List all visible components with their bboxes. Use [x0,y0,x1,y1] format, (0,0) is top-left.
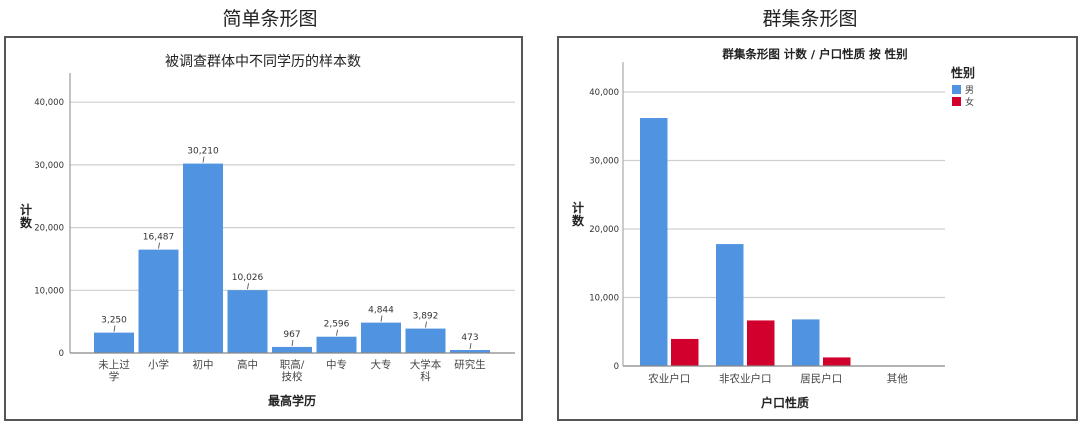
x-tick-label: 大专 [371,358,392,371]
value-label: 16,487 [143,233,175,243]
value-label: 3,892 [413,312,439,322]
bar-female[interactable] [747,320,775,366]
y-tick-label: 30,000 [589,157,619,167]
y-tick-label: 20,000 [589,225,619,235]
x-tick-label: 非农业户口 [719,372,772,385]
x-tick-label: 小学 [148,358,169,371]
bar-female[interactable] [823,357,851,366]
bar-male[interactable] [716,244,744,366]
x-tick-label: 大学本 [410,358,442,371]
value-label: 473 [461,333,478,343]
y-tick-label: 10,000 [34,286,64,296]
bar-male[interactable] [792,319,820,366]
value-leader [158,242,160,249]
x-tick-label: 技校 [282,370,303,383]
bar[interactable] [316,336,357,353]
value-leader [202,156,205,163]
value-leader [336,329,338,336]
x-tick-label: 职高/ [280,358,305,371]
bar[interactable] [227,290,268,353]
value-leader [380,315,383,322]
value-label: 3,250 [101,316,127,326]
clustered-bar-caption: 群集条形图 [762,8,858,30]
bar-male[interactable] [640,118,668,366]
x-tick-label: 研究生 [454,358,486,371]
x-tick-label: 初中 [193,358,214,371]
x-tick-label: 学 [109,370,120,383]
value-leader [425,321,427,328]
y-tick-label: 30,000 [34,161,64,171]
x-axis-label: 最高学历 [268,393,316,408]
bar-female[interactable] [671,338,699,366]
x-axis-label: 户口性质 [761,395,809,410]
bar[interactable] [183,163,223,353]
y-tick-label: 20,000 [34,224,64,234]
x-tick-label: 农业户口 [648,372,690,385]
value-leader [291,339,294,347]
value-label: 30,210 [187,147,219,157]
value-leader [113,325,116,332]
simple-bar-chart: 被调查群体中不同学历的样本数 0 10,000 20,000 30,000 40,000 计… [20,54,515,408]
clustered-bar-chart-frame: 群集条形图 计数 / 户口性质 按 性别 0 10,000 20,000 30,000 4… [557,36,1078,421]
value-label: 10,026 [232,273,264,283]
value-label: 4,844 [368,306,394,316]
bar[interactable] [94,332,134,353]
value-label: 2,596 [324,320,350,330]
y-tick-label: 0 [59,349,64,359]
x-tick-label: 其他 [887,372,908,385]
x-tick-label: 中专 [326,358,347,371]
chart-title: 被调查群体中不同学历的样本数 [165,54,361,70]
legend-swatch [952,85,961,94]
value-leader [469,342,472,350]
simple-bar-chart-frame: 被调查群体中不同学历的样本数 0 10,000 20,000 30,000 40,000 计… [4,36,523,421]
clustered-bar-chart: 群集条形图 计数 / 户口性质 按 性别 0 10,000 20,000 30,000 4… [572,47,975,410]
x-tick-label: 高中 [237,358,258,371]
y-tick-label: 10,000 [589,294,619,304]
legend-item-label[interactable]: 男 [965,85,974,96]
chart-title: 群集条形图 计数 / 户口性质 按 性别 [721,47,907,61]
value-leader [247,283,249,290]
bar[interactable] [272,346,312,353]
bar[interactable] [405,328,446,353]
bar[interactable] [361,322,401,353]
legend-title: 性别 [950,65,975,80]
bar[interactable] [138,249,179,353]
legend-swatch [952,97,961,106]
y-axis-label: 计数 [572,200,585,228]
value-label: 967 [283,330,300,340]
bar[interactable] [450,350,490,353]
x-tick-label: 居民户口 [800,372,842,385]
simple-bar-caption: 简单条形图 [222,8,318,30]
x-tick-label: 科 [420,370,431,383]
legend-item-label[interactable]: 女 [965,96,974,108]
x-tick-label: 未上过 [98,358,130,371]
y-axis-label: 计数 [20,202,33,230]
y-tick-label: 40,000 [34,98,64,108]
y-tick-label: 0 [614,362,619,372]
y-tick-label: 40,000 [589,88,619,98]
